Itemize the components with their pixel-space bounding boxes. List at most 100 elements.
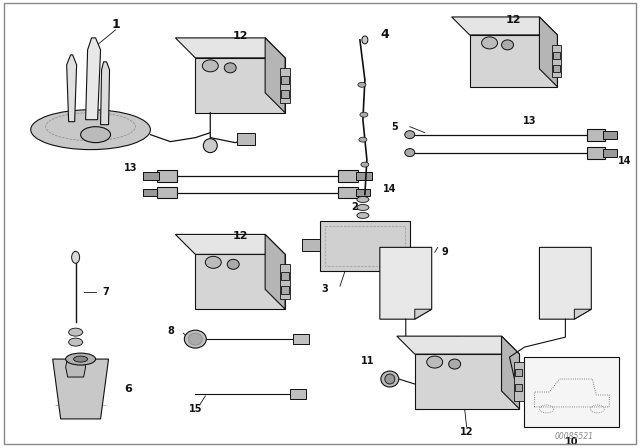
Ellipse shape [362,36,368,44]
FancyBboxPatch shape [290,389,306,399]
FancyBboxPatch shape [604,149,617,157]
FancyBboxPatch shape [143,189,157,197]
FancyBboxPatch shape [554,65,561,72]
Ellipse shape [358,82,366,87]
Polygon shape [320,221,410,271]
Text: 5: 5 [392,122,398,132]
Polygon shape [415,309,432,319]
Ellipse shape [74,356,88,362]
Text: 12: 12 [460,427,474,437]
Ellipse shape [502,40,513,50]
Text: 7: 7 [102,287,109,297]
Polygon shape [265,38,285,113]
Ellipse shape [449,359,461,369]
FancyBboxPatch shape [515,369,522,376]
FancyBboxPatch shape [281,272,289,280]
Ellipse shape [404,149,415,157]
Polygon shape [100,62,109,125]
Polygon shape [540,17,557,87]
Ellipse shape [188,333,202,345]
FancyBboxPatch shape [157,186,177,198]
Polygon shape [280,264,290,299]
Ellipse shape [481,37,497,49]
FancyBboxPatch shape [515,384,522,391]
Text: 4: 4 [380,28,389,41]
Polygon shape [195,254,285,309]
Polygon shape [574,309,591,319]
Ellipse shape [68,338,83,346]
Ellipse shape [31,110,150,150]
FancyBboxPatch shape [143,172,159,180]
FancyBboxPatch shape [237,133,255,145]
Text: 9: 9 [442,247,448,257]
FancyBboxPatch shape [356,172,372,180]
Polygon shape [515,362,524,401]
Ellipse shape [68,328,83,336]
Polygon shape [195,58,285,113]
Polygon shape [452,17,557,35]
Ellipse shape [227,259,239,269]
Ellipse shape [357,204,369,211]
FancyBboxPatch shape [356,189,370,197]
Polygon shape [415,354,520,409]
Text: 00085521: 00085521 [555,432,594,441]
Text: 2: 2 [351,202,358,212]
FancyBboxPatch shape [281,286,289,294]
Ellipse shape [359,137,367,142]
Polygon shape [175,38,285,58]
Ellipse shape [204,138,217,153]
Polygon shape [552,45,561,77]
Ellipse shape [361,162,369,167]
FancyBboxPatch shape [554,52,561,59]
Text: 3: 3 [322,284,328,294]
Polygon shape [280,68,290,103]
Text: 10: 10 [564,437,578,447]
Ellipse shape [81,127,111,142]
Polygon shape [502,336,520,409]
Ellipse shape [357,212,369,219]
Text: 13: 13 [124,163,137,172]
Polygon shape [540,247,591,319]
Ellipse shape [357,197,369,202]
Text: 11: 11 [361,356,374,366]
Polygon shape [66,357,86,377]
FancyBboxPatch shape [302,239,320,251]
Text: 14: 14 [383,184,397,194]
Text: 12: 12 [232,31,248,41]
FancyBboxPatch shape [293,334,309,344]
Text: 6: 6 [125,384,132,394]
Polygon shape [265,234,285,309]
Polygon shape [380,247,432,319]
Polygon shape [470,35,557,87]
Ellipse shape [427,356,443,368]
Ellipse shape [224,63,236,73]
Text: 8: 8 [167,326,174,336]
Ellipse shape [360,112,368,117]
FancyBboxPatch shape [157,169,177,181]
Text: 15: 15 [189,404,202,414]
FancyBboxPatch shape [338,186,358,198]
Ellipse shape [184,330,206,348]
Polygon shape [397,336,520,354]
Ellipse shape [381,371,399,387]
Polygon shape [86,38,100,120]
Text: 14: 14 [618,155,631,166]
FancyBboxPatch shape [281,76,289,84]
Polygon shape [67,55,77,122]
Text: 12: 12 [232,231,248,241]
FancyBboxPatch shape [281,90,289,98]
Ellipse shape [385,374,395,384]
FancyBboxPatch shape [588,146,605,159]
Ellipse shape [205,256,221,268]
Polygon shape [175,234,285,254]
Text: 13: 13 [523,116,536,126]
Ellipse shape [404,131,415,138]
FancyBboxPatch shape [588,129,605,141]
Ellipse shape [72,251,79,263]
FancyBboxPatch shape [604,131,617,138]
Ellipse shape [66,353,95,365]
Polygon shape [52,359,109,419]
Text: 1: 1 [111,18,120,31]
FancyBboxPatch shape [524,357,620,427]
FancyBboxPatch shape [338,169,358,181]
